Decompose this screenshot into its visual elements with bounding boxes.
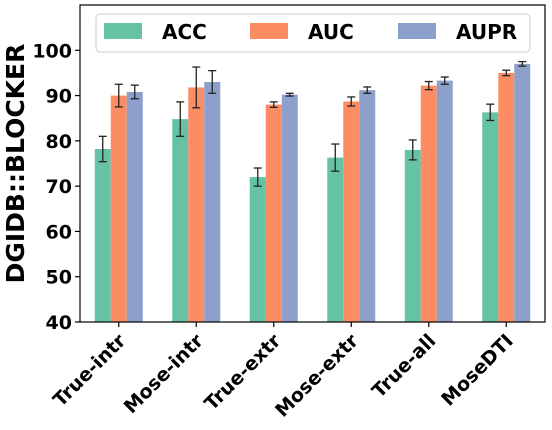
bar-auc-mosedti [498, 72, 515, 322]
y-tick-label: 70 [46, 176, 72, 198]
legend-label-acc: ACC [162, 20, 207, 44]
legend-label-auc: AUC [308, 20, 354, 44]
bar-auc-true-extr [265, 104, 282, 322]
x-tick-label: Mose-intr [120, 330, 209, 419]
legend-swatch-acc [104, 23, 142, 39]
legend-swatch-aupr [398, 23, 436, 39]
bar-auc-true-intr [110, 95, 127, 322]
y-tick-label: 40 [46, 312, 72, 334]
x-tick-label: MoseDTI [437, 330, 518, 411]
bar-aupr-true-intr [126, 91, 143, 322]
bar-acc-true-extr [249, 177, 266, 322]
bar-acc-mosedti [482, 112, 499, 322]
bar-acc-mose-extr [327, 157, 344, 322]
legend: ACC AUC AUPR [95, 13, 531, 53]
bar-aupr-mosedti [514, 63, 531, 322]
error-bars-layer [98, 60, 527, 187]
x-tick-label: True-intr [49, 330, 131, 412]
bar-aupr-mose-intr [204, 81, 221, 322]
bar-aupr-true-extr [281, 94, 298, 322]
y-tick-label: 90 [46, 86, 72, 108]
bar-aupr-mose-extr [359, 90, 376, 322]
y-tick-label: 60 [46, 221, 72, 243]
plot-frame [79, 4, 546, 323]
y-tick-label: 100 [32, 40, 72, 62]
y-tick-label: 50 [46, 267, 72, 289]
x-tick-label: True-extr [200, 330, 285, 415]
x-tick-label: Mose-extr [271, 330, 363, 422]
legend-label-aupr: AUPR [456, 20, 517, 44]
y-axis: 40 50 60 70 80 90 100 [32, 40, 80, 334]
bars-layer [94, 63, 531, 323]
bar-aupr-true-all [436, 80, 453, 323]
bar-auc-true-all [420, 85, 437, 322]
x-tick-label: True-all [368, 330, 440, 402]
bar-auc-mose-extr [343, 101, 360, 322]
bar-acc-true-intr [94, 149, 111, 322]
bar-auc-mose-intr [188, 87, 205, 322]
y-tick-label: 80 [46, 131, 72, 153]
y-axis-title: DGIDB::BLOCKER [1, 44, 30, 284]
bar-acc-mose-intr [172, 119, 189, 323]
bar-acc-true-all [404, 149, 421, 322]
legend-swatch-auc [250, 23, 288, 39]
